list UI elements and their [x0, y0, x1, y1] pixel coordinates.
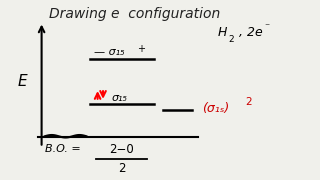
- Text: — σ₁₅: — σ₁₅: [94, 47, 125, 57]
- Text: B.O. =: B.O. =: [45, 144, 81, 154]
- Text: , 2e: , 2e: [235, 26, 263, 39]
- Text: +: +: [137, 44, 145, 54]
- Text: H: H: [218, 26, 227, 39]
- Text: 2: 2: [229, 35, 235, 44]
- Text: σ₁₅: σ₁₅: [111, 93, 127, 103]
- Text: ⁻: ⁻: [264, 22, 269, 32]
- Text: E: E: [18, 73, 27, 89]
- Text: (σ₁ₛ): (σ₁ₛ): [202, 102, 229, 114]
- Text: Drawing e  configuration: Drawing e configuration: [49, 7, 220, 21]
- Text: 2−0: 2−0: [109, 143, 134, 156]
- Text: 2: 2: [118, 162, 125, 175]
- Text: 2: 2: [245, 97, 252, 107]
